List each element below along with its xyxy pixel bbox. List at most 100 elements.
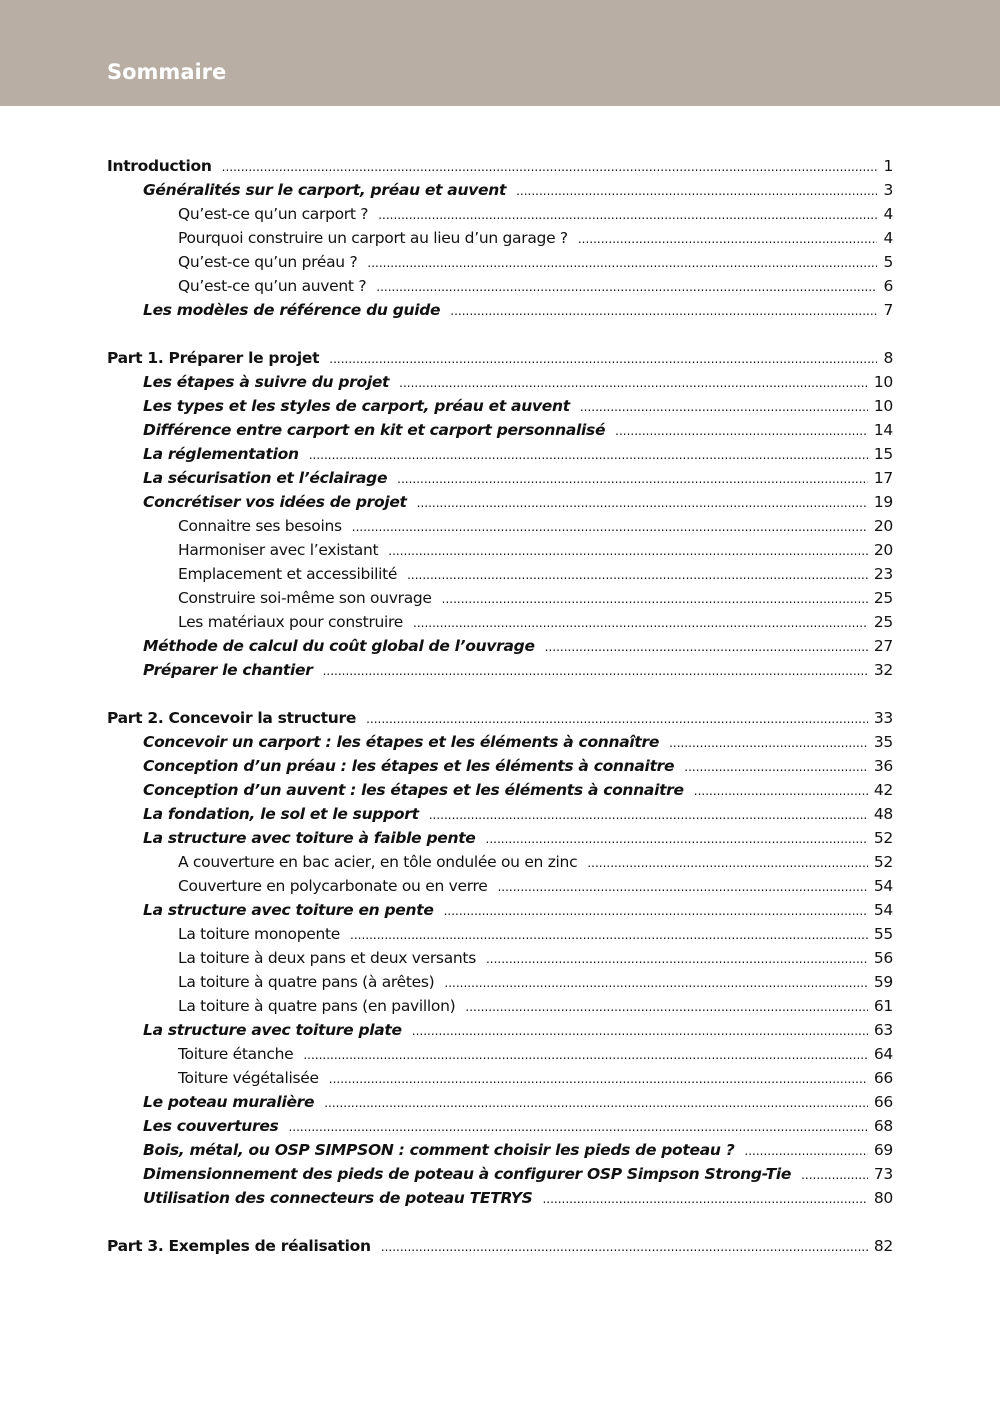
toc-entry-page: 27 [873, 637, 893, 655]
toc-entry-level-2[interactable]: La structure avec toiture en pente 54 [107, 898, 893, 922]
toc-entry-page: 7 [883, 301, 893, 319]
toc-entry-level-2[interactable]: La structure avec toiture à faible pente… [107, 826, 893, 850]
toc-entry-level-2[interactable]: Les couvertures 68 [107, 1114, 893, 1138]
dot-leader [367, 251, 877, 275]
dot-leader [580, 395, 868, 419]
toc-entry-level-3[interactable]: Construire soi-même son ouvrage 25 [107, 586, 893, 610]
toc-entry-page: 48 [873, 805, 893, 823]
toc-entry-title: Introduction [107, 157, 212, 175]
dot-leader [413, 611, 868, 635]
toc-entry-level-2[interactable]: Dimensionnement des pieds de poteau à co… [107, 1162, 893, 1186]
dot-leader [444, 899, 868, 923]
toc-entry-level-3[interactable]: Emplacement et accessibilité 23 [107, 562, 893, 586]
header-banner: Sommaire [0, 0, 1000, 106]
dot-leader [578, 227, 878, 251]
toc-entry-title: Toiture étanche [178, 1045, 294, 1063]
toc-entry-title: Pourquoi construire un carport au lieu d… [178, 229, 568, 247]
toc-entry-level-2[interactable]: La fondation, le sol et le support 48 [107, 802, 893, 826]
dot-leader [376, 275, 877, 299]
toc-entry-level-2[interactable]: Concevoir un carport : les étapes et les… [107, 730, 893, 754]
dot-leader [545, 635, 868, 659]
toc-entry-page: 15 [873, 445, 893, 463]
toc-entry-title: Connaitre ses besoins [178, 517, 342, 535]
toc-entry-level-3[interactable]: Toiture étanche 64 [107, 1042, 893, 1066]
toc-entry-title: Part 2. Concevoir la structure [107, 709, 357, 727]
toc-entry-title: Qu’est-ce qu’un carport ? [178, 205, 369, 223]
toc-entry-level-2[interactable]: Concrétiser vos idées de projet 19 [107, 490, 893, 514]
toc-entry-title: Construire soi-même son ouvrage [178, 589, 432, 607]
toc-entry-level-2[interactable]: Les types et les styles de carport, préa… [107, 394, 893, 418]
toc-entry-page: 8 [883, 349, 893, 367]
toc-entry-level-3[interactable]: A couverture en bac acier, en tôle ondul… [107, 850, 893, 874]
toc-entry-level-3[interactable]: Qu’est-ce qu’un carport ? 4 [107, 202, 893, 226]
dot-leader [309, 443, 868, 467]
toc-entry-level-2[interactable]: La structure avec toiture plate 63 [107, 1018, 893, 1042]
toc-entry-level-2[interactable]: Bois, métal, ou OSP SIMPSON : comment ch… [107, 1138, 893, 1162]
toc-entry-level-1[interactable]: Part 3. Exemples de réalisation 82 [107, 1234, 893, 1258]
toc-entry-page: 64 [873, 1045, 893, 1063]
dot-leader [329, 1067, 868, 1091]
toc-entry-level-2[interactable]: Les modèles de référence du guide 7 [107, 298, 893, 322]
toc-entry-title: La structure avec toiture à faible pente [143, 829, 476, 847]
toc-entry-page: 54 [873, 877, 893, 895]
toc-entry-title: La toiture à quatre pans (à arêtes) [178, 973, 435, 991]
dot-leader [669, 731, 868, 755]
toc-entry-page: 69 [873, 1141, 893, 1159]
toc-entry-title: La structure avec toiture plate [143, 1021, 402, 1039]
toc-entry-level-2[interactable]: Les étapes à suivre du projet 10 [107, 370, 893, 394]
toc-entry-level-2[interactable]: Le poteau muralière 66 [107, 1090, 893, 1114]
dot-leader [412, 1019, 868, 1043]
toc-entry-title: Concevoir un carport : les étapes et les… [143, 733, 660, 751]
toc-entry-title: Dimensionnement des pieds de poteau à co… [143, 1165, 792, 1183]
dot-leader [684, 755, 868, 779]
toc-entry-page: 59 [873, 973, 893, 991]
toc-entry-level-3[interactable]: Connaitre ses besoins 20 [107, 514, 893, 538]
toc-entry-level-2[interactable]: Préparer le chantier 32 [107, 658, 893, 682]
toc-entry-level-1[interactable]: Part 1. Préparer le projet 8 [107, 346, 893, 370]
toc-entry-page: 32 [873, 661, 893, 679]
toc-entry-title: Méthode de calcul du coût global de l’ou… [143, 637, 535, 655]
toc-entry-level-3[interactable]: La toiture à quatre pans (à arêtes) 59 [107, 970, 893, 994]
toc-entry-level-3[interactable]: Qu’est-ce qu’un auvent ? 6 [107, 274, 893, 298]
toc-entry-level-3[interactable]: Couverture en polycarbonate ou en verre 5… [107, 874, 893, 898]
dot-leader [486, 827, 868, 851]
dot-leader [397, 467, 868, 491]
toc-entry-page: 80 [873, 1189, 893, 1207]
toc-entry-level-3[interactable]: Les matériaux pour construire 25 [107, 610, 893, 634]
toc-entry-page: 54 [873, 901, 893, 919]
toc-entry-level-3[interactable]: Qu’est-ce qu’un préau ? 5 [107, 250, 893, 274]
toc-entry-level-2[interactable]: La réglementation 15 [107, 442, 893, 466]
toc-entry-level-3[interactable]: La toiture à deux pans et deux versants 5… [107, 946, 893, 970]
toc-entry-page: 66 [873, 1093, 893, 1111]
toc-entry-page: 35 [873, 733, 893, 751]
toc-entry-level-3[interactable]: Pourquoi construire un carport au lieu d… [107, 226, 893, 250]
toc-entry-page: 52 [873, 829, 893, 847]
toc-entry-level-1[interactable]: Part 2. Concevoir la structure 33 [107, 706, 893, 730]
toc-entry-page: 20 [873, 541, 893, 559]
toc-entry-title: Emplacement et accessibilité [178, 565, 398, 583]
toc-entry-page: 56 [873, 949, 893, 967]
dot-leader [323, 659, 868, 683]
toc-entry-level-2[interactable]: Conception d’un auvent : les étapes et l… [107, 778, 893, 802]
toc-entry-title: Les modèles de référence du guide [143, 301, 441, 319]
group-spacer [107, 1210, 893, 1234]
toc-entry-level-2[interactable]: Conception d’un préau : les étapes et le… [107, 754, 893, 778]
toc-entry-level-3[interactable]: La toiture à quatre pans (en pavillon) 61 [107, 994, 893, 1018]
dot-leader [222, 155, 878, 179]
dot-leader [288, 1115, 867, 1139]
toc-entry-level-1[interactable]: Introduction 1 [107, 154, 893, 178]
toc-entry-level-2[interactable]: Méthode de calcul du coût global de l’ou… [107, 634, 893, 658]
toc-entry-level-2[interactable]: Différence entre carport en kit et carpo… [107, 418, 893, 442]
toc-entry-level-2[interactable]: Généralités sur le carport, préau et auv… [107, 178, 893, 202]
toc-entry-level-2[interactable]: Utilisation des connecteurs de poteau TE… [107, 1186, 893, 1210]
toc-entry-page: 4 [883, 205, 893, 223]
toc-entry-title: La toiture à deux pans et deux versants [178, 949, 476, 967]
group-spacer [107, 682, 893, 706]
dot-leader [497, 875, 867, 899]
toc-entry-title: Toiture végétalisée [178, 1069, 319, 1087]
toc-entry-level-3[interactable]: Toiture végétalisée 66 [107, 1066, 893, 1090]
toc-entry-level-3[interactable]: Harmoniser avec l’existant 20 [107, 538, 893, 562]
toc-entry-level-2[interactable]: La sécurisation et l’éclairage 17 [107, 466, 893, 490]
dot-leader [303, 1043, 868, 1067]
toc-entry-level-3[interactable]: La toiture monopente 55 [107, 922, 893, 946]
